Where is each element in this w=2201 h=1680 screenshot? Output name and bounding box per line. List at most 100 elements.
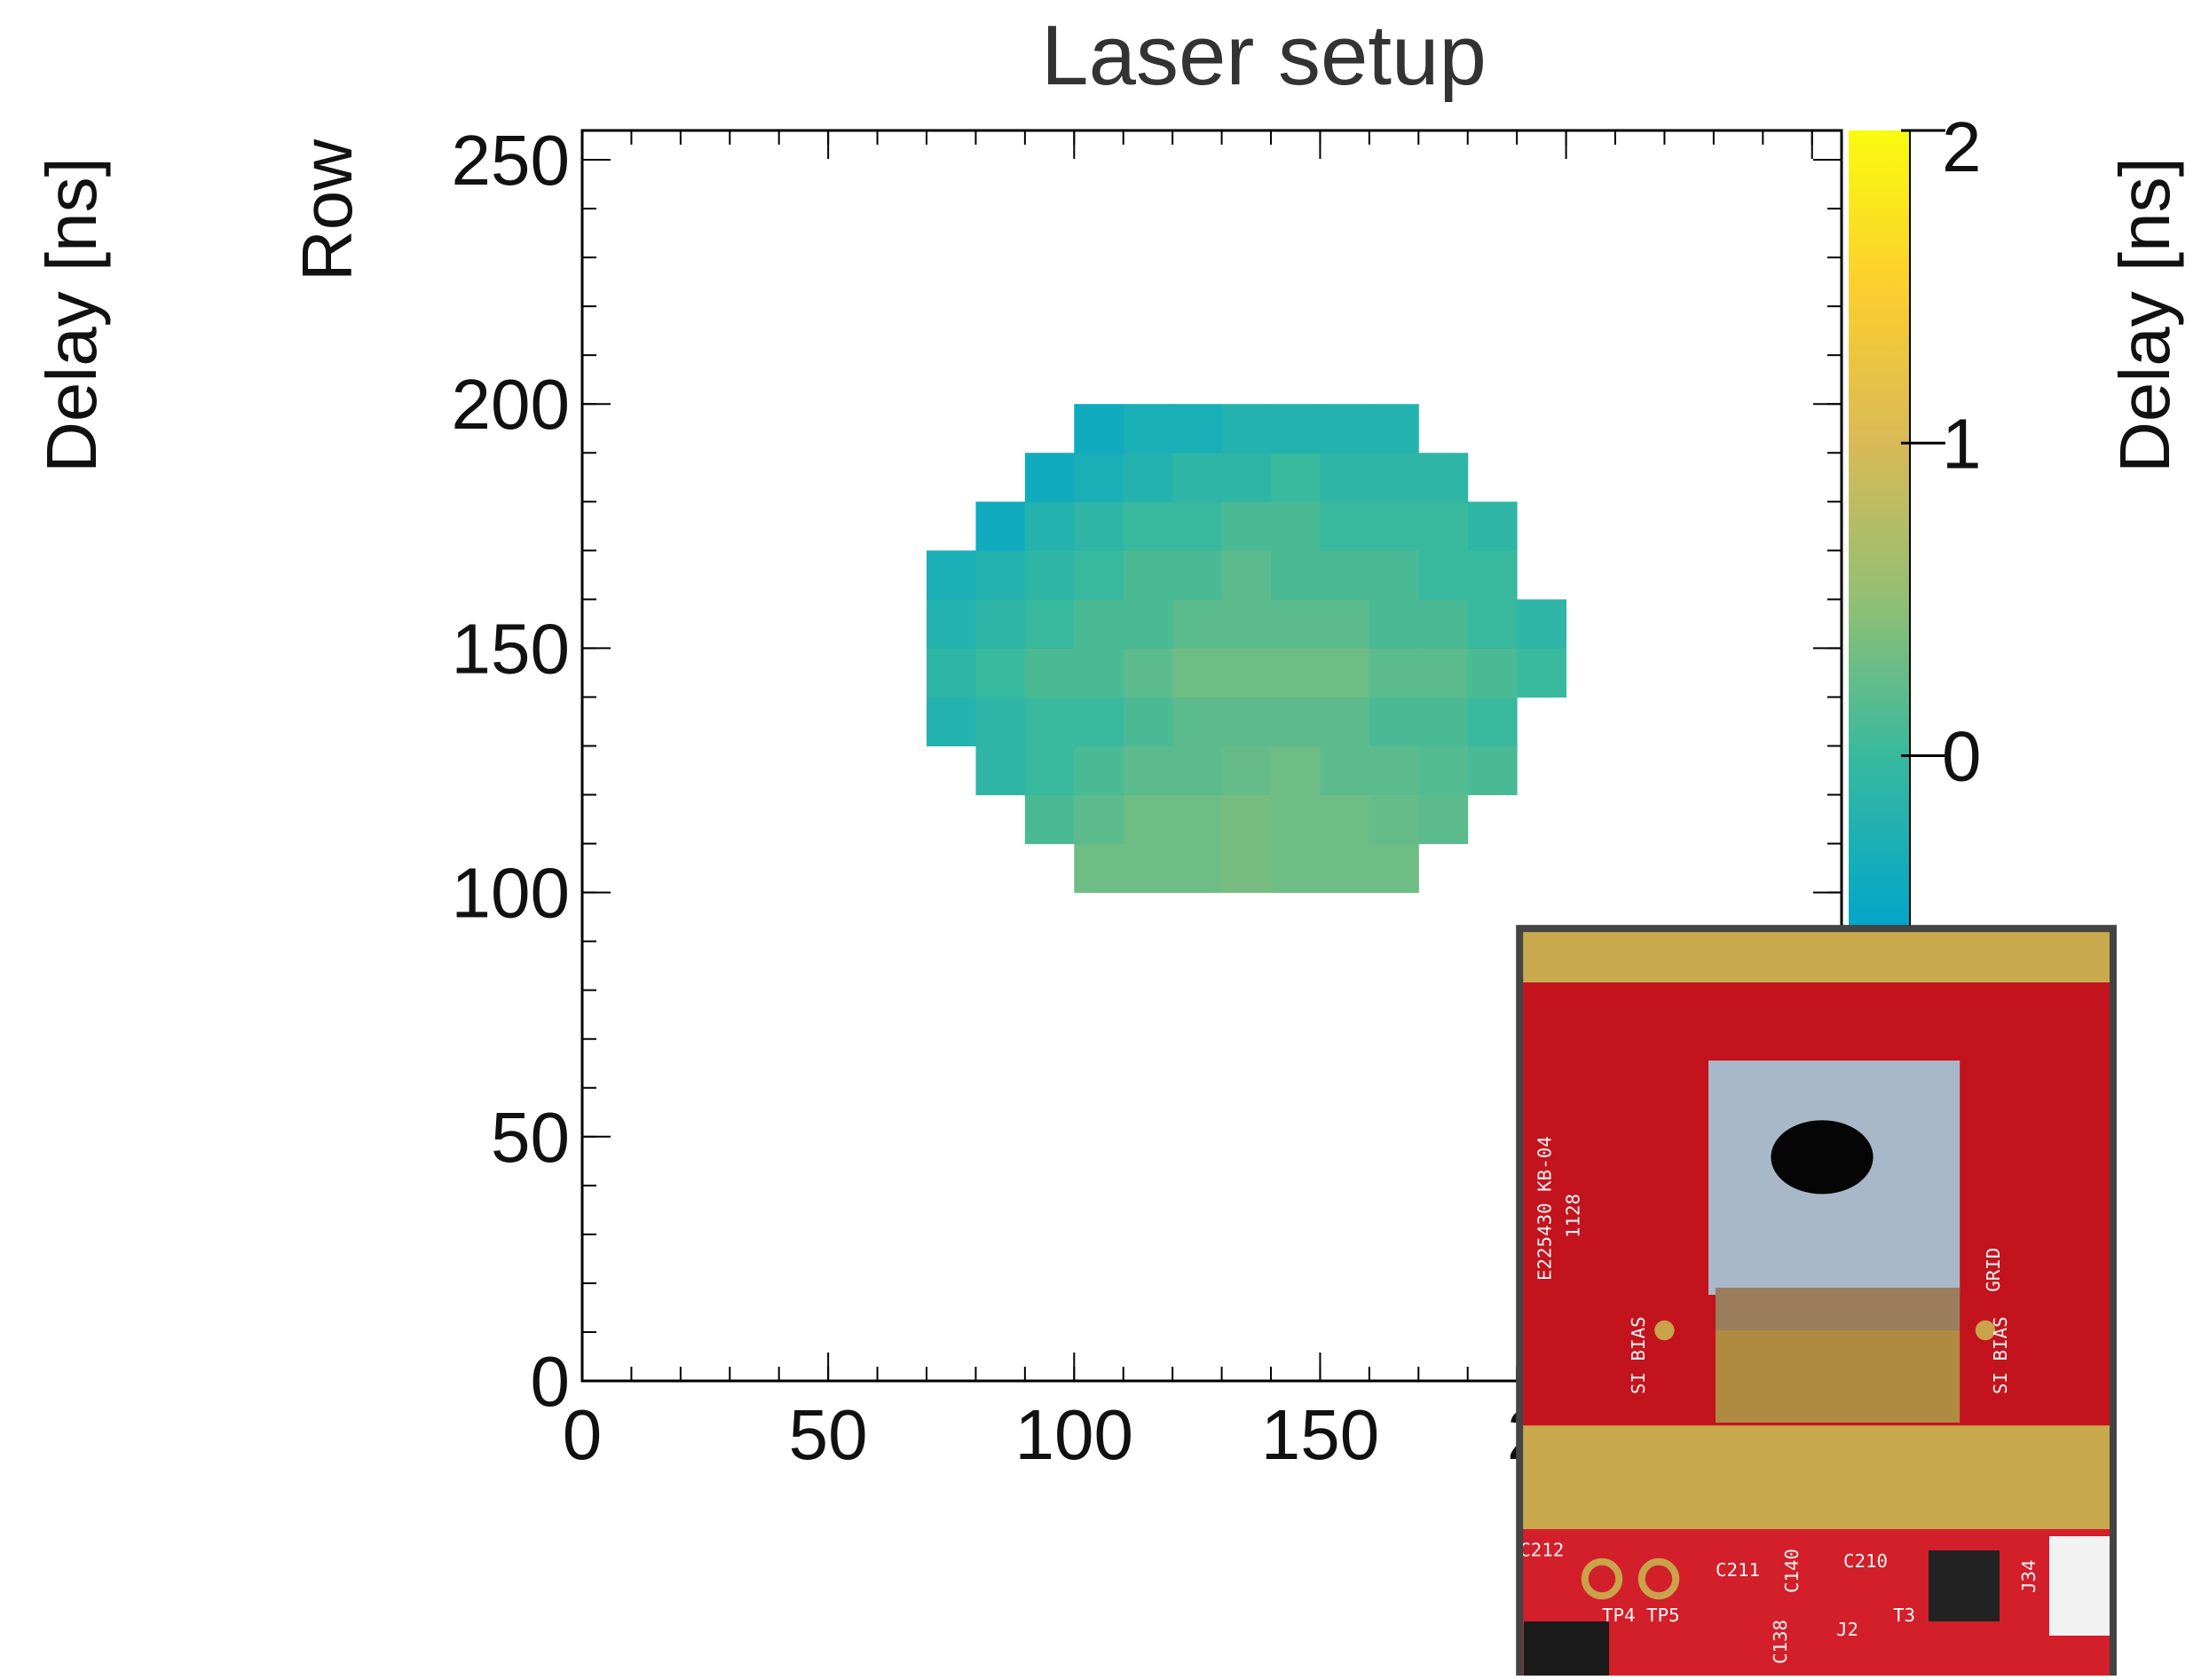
heat-cell [1369,550,1419,600]
z-tick-label: 2 [1942,107,1982,186]
heat-cell [1418,648,1468,698]
connector [1524,1621,1609,1676]
heat-cell [1222,599,1272,649]
heat-cell [1025,599,1075,649]
regulator [1929,1550,2000,1621]
heat-cell [1222,745,1272,795]
heat-cell [1418,550,1468,600]
heat-cell [1222,404,1272,454]
heat-cell [1271,795,1321,845]
heat-cell [1124,697,1173,746]
pcb-label: SI BIAS [1990,1316,2011,1394]
heat-cell [1517,599,1566,649]
heat-cell [975,697,1025,746]
y-axis-label: Row [288,139,367,281]
heat-cell [1025,697,1075,746]
heat-cell [927,697,976,746]
pcb-label: J2 [1836,1619,1858,1640]
pcb-label: TP4 TP5 [1602,1605,1680,1626]
pads [1716,1330,1960,1423]
pcb-label: 1128 [1562,1194,1583,1238]
heat-cell [1124,404,1173,454]
heat-cell [1074,501,1124,551]
y-tick-label: 0 [531,1342,571,1421]
heat-cell [1369,404,1419,454]
z-tick-label: 0 [1942,717,1982,796]
heat-cell [1369,501,1419,551]
heat-cell [1074,745,1124,795]
pcb-label: J34 [2018,1559,2039,1593]
pcb-label: C210 [1843,1550,1888,1572]
heat-cell [1418,599,1468,649]
heat-cell [1124,550,1173,600]
gold-strip [1517,926,2116,982]
heat-cell [1172,697,1222,746]
pcb-label: T3 [1893,1605,1915,1626]
heat-cell [1271,453,1321,502]
y-tick-label: 250 [452,121,570,200]
heat-cell [1124,844,1173,894]
heat-cell [1271,599,1321,649]
heat-cell [1320,795,1369,845]
y-tick-label: 200 [452,365,570,444]
heat-cell [1468,697,1518,746]
z-axis-label: Delay [ns] [2105,157,2184,473]
chart: Laser setup Delay [ns] Row Delay [ns] 05… [0,0,2201,1676]
heat-cell [1468,550,1518,600]
heat-cell [1320,697,1369,746]
heat-cell [1271,501,1321,551]
heat-cell [1222,453,1272,502]
heat-cell [1418,501,1468,551]
heat-cell [1369,745,1419,795]
heat-cell [1222,648,1272,698]
heat-cell [1320,404,1369,454]
heat-cell [1418,697,1468,746]
heat-cell [1074,599,1124,649]
connector [2049,1536,2116,1636]
heat-cell [1074,697,1124,746]
heat-cell [1124,648,1173,698]
heat-cell [1222,795,1272,845]
heat-cell [975,501,1025,551]
heat-cell [1124,599,1173,649]
heat-cell [1271,404,1321,454]
heat-cell [1369,844,1419,894]
x-tick-label: 150 [1261,1395,1379,1474]
heat-cell [1172,844,1222,894]
y-tick-label: 50 [491,1098,570,1177]
heat-cell [1124,795,1173,845]
heat-cell [1320,453,1369,502]
heat-cell [1074,404,1124,454]
heat-cell [1172,795,1222,845]
heat-cell [1468,745,1518,795]
heat-cell [1517,648,1566,698]
heat-cell [1320,599,1369,649]
heat-cell [927,648,976,698]
heat-cell [1271,844,1321,894]
heat-cell [1025,745,1075,795]
left-axis-label: Delay [ns] [32,157,111,473]
heat-cell [1369,697,1419,746]
heat-cell [1025,550,1075,600]
y-tick-label: 150 [452,609,570,688]
heat-cell [1369,795,1419,845]
heat-cell [927,550,976,600]
heat-cell [1222,501,1272,551]
heat-cell [1222,550,1272,600]
heat-cell [1222,844,1272,894]
heat-cell [1074,648,1124,698]
pcb-label: C212 [1519,1539,1564,1560]
heat-cell [975,599,1025,649]
x-tick-label: 100 [1015,1395,1133,1474]
heat-cell [1468,599,1518,649]
heat-cell [1025,501,1075,551]
heat-cell [1418,795,1468,845]
heat-cell [1320,844,1369,894]
page: {"chart_data": {"type": "heatmap", "titl… [0,0,2201,1676]
pcb-label: C140 [1781,1549,1803,1593]
heat-cell [1418,453,1468,502]
heat-cell [1025,648,1075,698]
heat-cell [1271,697,1321,746]
heat-cell [1124,745,1173,795]
heat-cell [1369,599,1419,649]
